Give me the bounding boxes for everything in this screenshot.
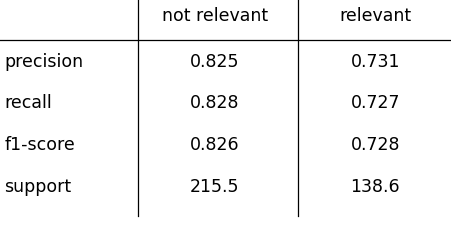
Text: not relevant: not relevant (161, 7, 267, 25)
Text: 0.731: 0.731 (350, 52, 399, 70)
Text: 0.728: 0.728 (350, 136, 399, 153)
Text: 0.826: 0.826 (189, 136, 239, 153)
Text: 0.828: 0.828 (189, 94, 239, 112)
Text: 215.5: 215.5 (189, 177, 239, 195)
Text: 138.6: 138.6 (350, 177, 399, 195)
Text: support: support (5, 177, 72, 195)
Text: 0.727: 0.727 (350, 94, 399, 112)
Text: recall: recall (5, 94, 52, 112)
Text: precision: precision (5, 52, 83, 70)
Text: relevant: relevant (338, 7, 410, 25)
Text: f1-score: f1-score (5, 136, 75, 153)
Text: 0.825: 0.825 (189, 52, 239, 70)
